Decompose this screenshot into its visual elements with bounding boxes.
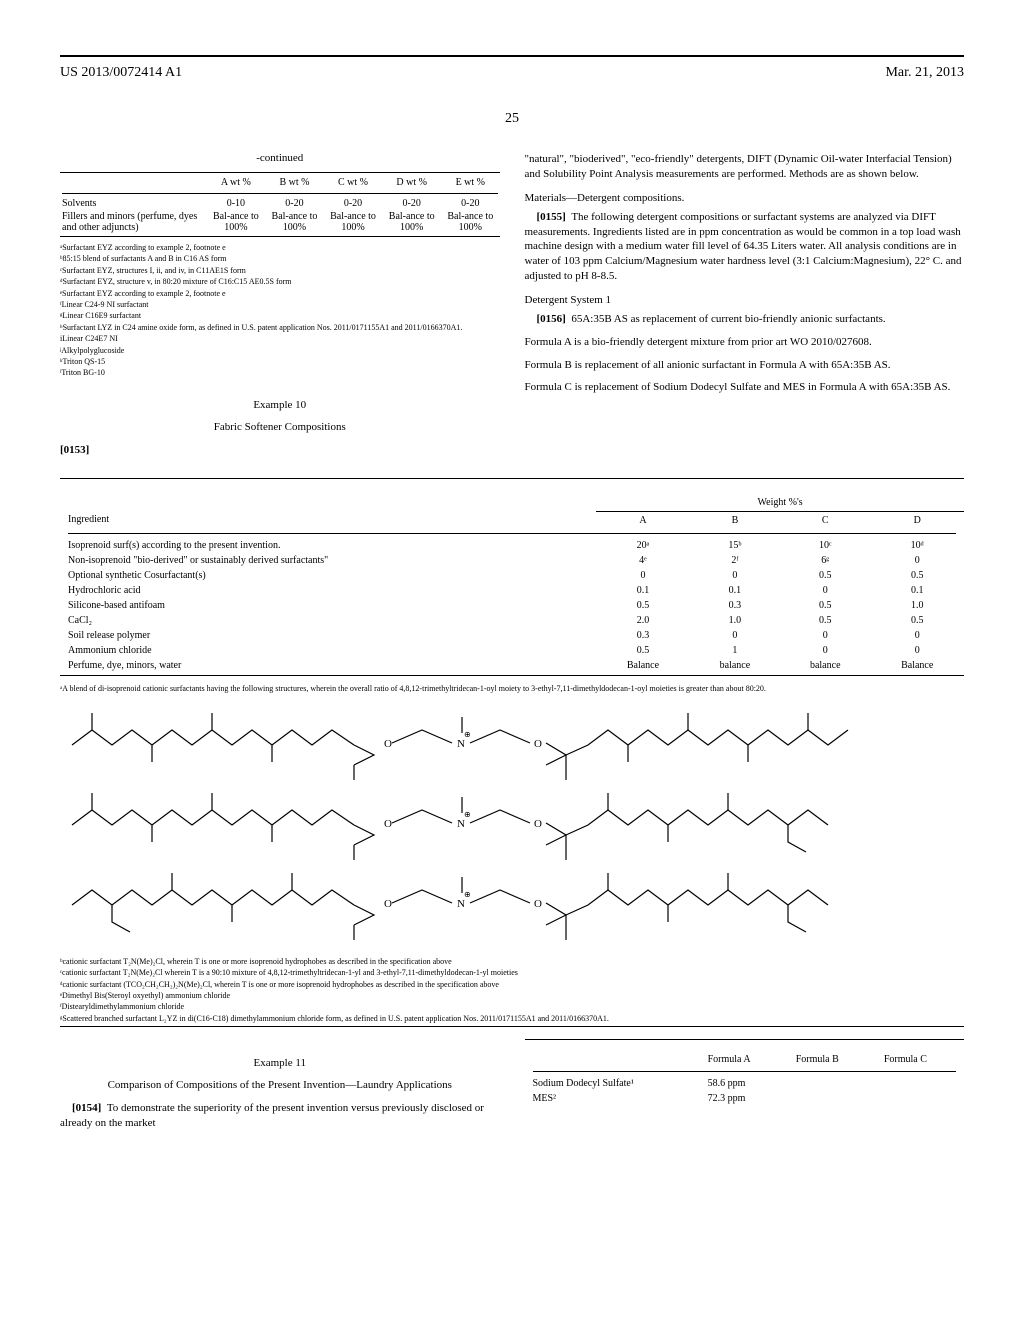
svg-text:⊕: ⊕ [464, 890, 471, 899]
table-row: CaCl₂2.01.00.50.5 [60, 613, 964, 628]
continued-title: -continued [60, 152, 500, 164]
patent-number: US 2013/0072414 A1 [60, 65, 182, 81]
table-row: Soil release polymer0.3000 [60, 628, 964, 643]
svg-text:O: O [384, 818, 392, 830]
patent-date: Mar. 21, 2013 [885, 65, 964, 81]
table-row: Non-isoprenoid "bio-derived" or sustaina… [60, 553, 964, 568]
left-column: -continued A wt % B wt % C wt % D wt % E… [60, 152, 500, 466]
table-row: MES² 72.3 ppm [525, 1091, 965, 1106]
svg-text:O: O [534, 898, 542, 910]
full-table-footnotes-2: ᵇcationic surfactant T₂N(Me)₂Cl, wherein… [60, 957, 964, 1024]
chemical-structure-diagram: O N ⊕ O O N ⊕ O O N ⊕ O [60, 695, 964, 945]
page-number: 25 [60, 111, 964, 127]
table-row: Silicone-based antifoam0.50.30.51.0 [60, 598, 964, 613]
para-153: [0153] [60, 443, 500, 458]
ingredient-table: Weight %'s Ingredient A B C D Isoprenoid… [60, 494, 964, 673]
example-11-title: Example 11 [60, 1057, 500, 1069]
svg-text:O: O [384, 738, 392, 750]
formula-c-text: Formula C is replacement of Sodium Dodec… [525, 380, 965, 395]
svg-text:O: O [534, 738, 542, 750]
table-row: Solvents 0-10 0-20 0-20 0-20 0-20 [60, 197, 500, 210]
formula-b-text: Formula B is replacement of all anionic … [525, 358, 965, 373]
svg-text:⊕: ⊕ [464, 730, 471, 739]
table-row: Hydrochloric acid0.10.100.1 [60, 583, 964, 598]
table-row: Perfume, dye, minors, waterBalancebalanc… [60, 658, 964, 673]
para-154: [0154] To demonstrate the superiority of… [60, 1101, 500, 1131]
materials-label: Materials—Detergent compositions. [525, 192, 965, 204]
svg-text:O: O [534, 818, 542, 830]
comparison-title: Comparison of Compositions of the Presen… [60, 1079, 500, 1091]
para-155: [0155] The following detergent compositi… [525, 210, 965, 284]
svg-text:N: N [457, 738, 465, 750]
para-156: [0156] 65A:35B AS as replacement of curr… [525, 312, 965, 327]
table-row: Fillers and minors (perfume, dyes and ot… [60, 210, 500, 234]
formula-table: Formula A Formula B Formula C Sodium Dod… [525, 1052, 965, 1106]
table-row: Optional synthetic Cosurfactant(s)000.50… [60, 568, 964, 583]
table-row: Isoprenoid surf(s) according to the pres… [60, 538, 964, 553]
svg-text:O: O [384, 898, 392, 910]
left-column-bottom: Example 11 Comparison of Compositions of… [60, 1037, 500, 1139]
full-table-footnotes: ᵃA blend of di-isoprenoid cationic surfa… [60, 684, 964, 694]
detergent-system-label: Detergent System 1 [525, 294, 965, 306]
right-column-bottom: Formula A Formula B Formula C Sodium Dod… [525, 1037, 965, 1139]
right-column: "natural", "bioderived", "eco-friendly" … [525, 152, 965, 466]
natural-paragraph: "natural", "bioderived", "eco-friendly" … [525, 152, 965, 182]
fabric-softener-title: Fabric Softener Compositions [60, 421, 500, 433]
table-row: Sodium Dodecyl Sulfate¹ 58.6 ppm [525, 1076, 965, 1091]
formula-a-text: Formula A is a bio-friendly detergent mi… [525, 335, 965, 350]
continued-table: A wt % B wt % C wt % D wt % E wt % Solve… [60, 175, 500, 234]
svg-text:⊕: ⊕ [464, 810, 471, 819]
svg-text:N: N [457, 898, 465, 910]
svg-text:N: N [457, 818, 465, 830]
table-row: Ammonium chloride0.5100 [60, 643, 964, 658]
footnotes-1: ᵃSurfactant EYZ according to example 2, … [60, 243, 500, 379]
example-10-title: Example 10 [60, 399, 500, 411]
